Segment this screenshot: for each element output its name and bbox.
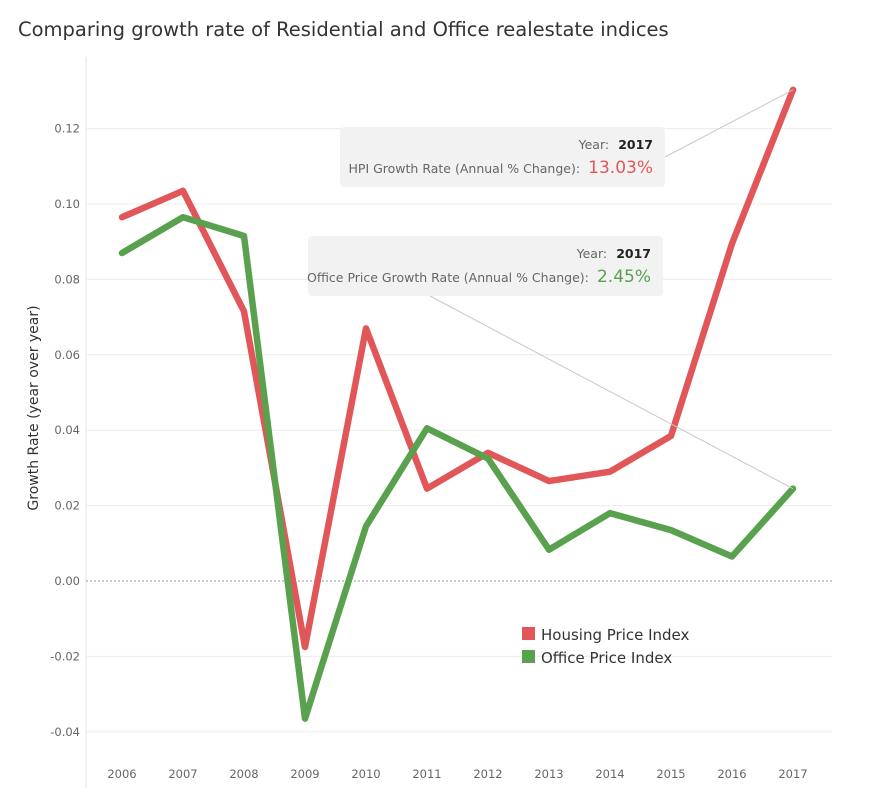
y-tick-label: 0.06 xyxy=(54,348,80,362)
y-tick-label: 0.12 xyxy=(54,122,80,136)
legend-label-housing: Housing Price Index xyxy=(541,626,690,644)
x-tick-label: 2012 xyxy=(473,767,502,781)
y-axis-label: Growth Rate (year over year) xyxy=(26,305,42,510)
x-tick-label: 2009 xyxy=(290,767,319,781)
y-tick-label: 0.04 xyxy=(54,423,80,437)
tooltip-hpi-value: 13.03% xyxy=(588,158,653,178)
series-lines xyxy=(118,86,797,722)
tooltip-hpi-year: 2017 xyxy=(618,137,653,152)
x-tick-label: 2014 xyxy=(595,767,624,781)
legend-label-office: Office Price Index xyxy=(541,649,672,667)
tooltip-office-year-label: Year: xyxy=(576,246,607,261)
legend: Housing Price Index Office Price Index xyxy=(522,626,690,667)
tooltip-hpi-year-row: Year: 2017 xyxy=(578,134,653,153)
tooltip-hpi-measure: HPI Growth Rate (Annual % Change): xyxy=(349,161,581,176)
tooltip-hpi: Year: 2017 HPI Growth Rate (Annual % Cha… xyxy=(340,127,665,187)
y-tick-label: 0.00 xyxy=(54,574,80,588)
y-tick-label: -0.02 xyxy=(50,649,80,663)
annotation-leader-office xyxy=(429,295,794,490)
tooltip-office-measure: Office Price Growth Rate (Annual % Chang… xyxy=(307,270,589,285)
x-tick-label: 2016 xyxy=(717,767,746,781)
y-tick-label: 0.08 xyxy=(54,272,80,286)
x-axis: 2006 2007 2008 2009 2010 2011 2012 2013 2014 2015… xyxy=(107,767,807,781)
tooltip-hpi-box xyxy=(340,127,665,187)
tooltip-hpi-value-row: HPI Growth Rate (Annual % Change): 13.03… xyxy=(349,158,653,178)
series-line-housing xyxy=(118,86,797,651)
legend-swatch-housing xyxy=(522,627,535,640)
x-tick-label: 2011 xyxy=(412,767,441,781)
x-tick-label: 2010 xyxy=(351,767,380,781)
y-tick-label: 0.02 xyxy=(54,499,80,513)
x-tick-label: 2013 xyxy=(534,767,563,781)
tooltip-hpi-year-label: Year: xyxy=(578,137,609,152)
tooltip-office: Year: 2017 Office Price Growth Rate (Ann… xyxy=(307,236,663,296)
tooltip-office-year-row: Year: 2017 xyxy=(576,243,651,262)
legend-swatch-office xyxy=(522,650,535,663)
x-tick-label: 2007 xyxy=(168,767,197,781)
y-axis: 0.12 0.10 0.08 0.06 0.04 0.02 0.00 -0.02 -0.04 xyxy=(50,122,80,739)
y-tick-label: 0.10 xyxy=(54,197,80,211)
x-tick-label: 2017 xyxy=(778,767,807,781)
x-tick-label: 2008 xyxy=(229,767,258,781)
series-line-office xyxy=(118,213,797,722)
annotations: Year: 2017 HPI Growth Rate (Annual % Cha… xyxy=(307,89,794,490)
chart-title: Comparing growth rate of Residential and… xyxy=(18,18,669,41)
x-tick-label: 2015 xyxy=(656,767,685,781)
tooltip-office-box xyxy=(308,236,663,296)
tooltip-office-value: 2.45% xyxy=(597,267,651,287)
tooltip-office-year: 2017 xyxy=(616,246,651,261)
annotation-leader-hpi xyxy=(664,89,794,158)
x-tick-label: 2006 xyxy=(107,767,136,781)
tooltip-office-value-row: Office Price Growth Rate (Annual % Chang… xyxy=(307,267,651,287)
y-tick-label: -0.04 xyxy=(50,725,80,739)
